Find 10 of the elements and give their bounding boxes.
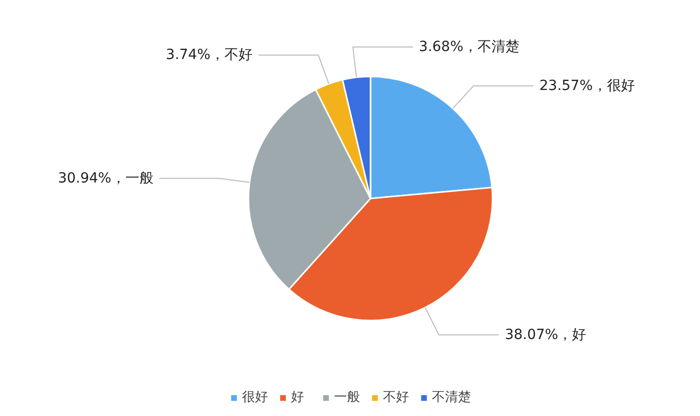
legend-label: 不好 [383,389,409,406]
data-label: 30.94%，一般 [58,170,154,186]
data-label: 3.68%，不清楚 [418,39,520,56]
data-label: 3.74%，不好 [166,47,252,64]
legend-label: 不清楚 [432,389,471,406]
data-label: 38.07%，好 [504,326,586,343]
legend-label: 一般 [334,389,360,406]
legend-label: 很好 [242,389,268,406]
legend-label: 好 [291,389,305,406]
data-label: 23.57%，很好 [539,78,635,94]
